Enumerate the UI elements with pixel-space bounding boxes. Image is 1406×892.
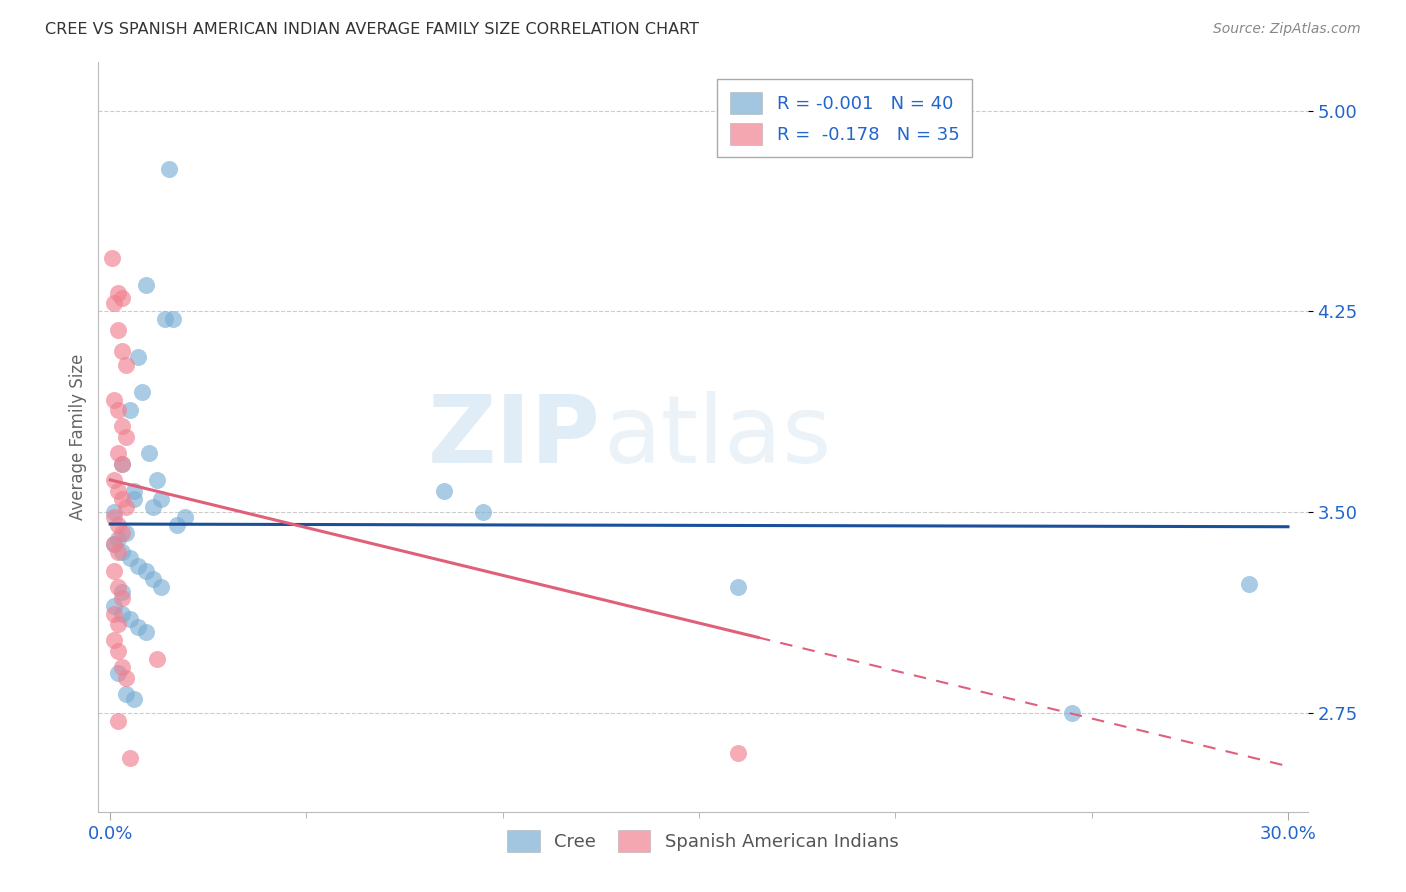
- Point: [142, 572, 165, 586]
- Point: [111, 545, 134, 559]
- Point: [103, 510, 125, 524]
- Point: [103, 537, 125, 551]
- Point: [103, 607, 125, 621]
- Point: [111, 585, 134, 599]
- Point: [122, 491, 145, 506]
- Point: [118, 403, 141, 417]
- Point: [111, 457, 134, 471]
- Point: [115, 358, 138, 372]
- Point: [107, 617, 129, 632]
- Point: [157, 162, 180, 177]
- Point: [127, 558, 149, 573]
- Point: [433, 483, 456, 498]
- Point: [115, 500, 138, 514]
- Point: [103, 473, 125, 487]
- Point: [101, 251, 124, 265]
- Point: [173, 510, 195, 524]
- Point: [150, 580, 173, 594]
- Point: [142, 500, 165, 514]
- Y-axis label: Average Family Size: Average Family Size: [69, 354, 87, 520]
- Text: atlas: atlas: [603, 391, 832, 483]
- Point: [135, 277, 157, 292]
- Text: ZIP: ZIP: [427, 391, 600, 483]
- Point: [107, 545, 129, 559]
- Point: [146, 473, 169, 487]
- Point: [103, 296, 125, 310]
- Point: [122, 692, 145, 706]
- Point: [103, 633, 125, 648]
- Point: [111, 607, 134, 621]
- Point: [162, 312, 184, 326]
- Point: [1060, 706, 1083, 720]
- Point: [150, 491, 173, 506]
- Point: [111, 660, 134, 674]
- Point: [107, 285, 129, 300]
- Point: [127, 350, 149, 364]
- Point: [135, 625, 157, 640]
- Point: [107, 323, 129, 337]
- Point: [153, 312, 176, 326]
- Point: [107, 518, 129, 533]
- Point: [111, 491, 134, 506]
- Point: [103, 505, 125, 519]
- Point: [472, 505, 495, 519]
- Point: [107, 644, 129, 658]
- Point: [131, 384, 153, 399]
- Point: [138, 446, 160, 460]
- Point: [107, 714, 129, 728]
- Point: [122, 483, 145, 498]
- Text: Source: ZipAtlas.com: Source: ZipAtlas.com: [1213, 22, 1361, 37]
- Point: [103, 564, 125, 578]
- Point: [127, 620, 149, 634]
- Point: [1237, 577, 1260, 591]
- Point: [111, 419, 134, 434]
- Point: [111, 591, 134, 605]
- Point: [107, 483, 129, 498]
- Point: [107, 403, 129, 417]
- Point: [103, 599, 125, 613]
- Point: [103, 537, 125, 551]
- Point: [135, 564, 157, 578]
- Point: [107, 532, 129, 546]
- Legend: Cree, Spanish American Indians: Cree, Spanish American Indians: [501, 822, 905, 859]
- Point: [111, 291, 134, 305]
- Point: [107, 446, 129, 460]
- Point: [115, 687, 138, 701]
- Point: [166, 518, 188, 533]
- Point: [107, 580, 129, 594]
- Point: [111, 344, 134, 359]
- Point: [111, 526, 134, 541]
- Point: [115, 671, 138, 685]
- Point: [727, 746, 749, 760]
- Point: [103, 392, 125, 407]
- Text: CREE VS SPANISH AMERICAN INDIAN AVERAGE FAMILY SIZE CORRELATION CHART: CREE VS SPANISH AMERICAN INDIAN AVERAGE …: [45, 22, 699, 37]
- Point: [146, 652, 169, 666]
- Point: [107, 665, 129, 680]
- Point: [118, 612, 141, 626]
- Point: [118, 751, 141, 765]
- Point: [727, 580, 749, 594]
- Point: [111, 457, 134, 471]
- Point: [115, 526, 138, 541]
- Point: [118, 550, 141, 565]
- Point: [115, 430, 138, 444]
